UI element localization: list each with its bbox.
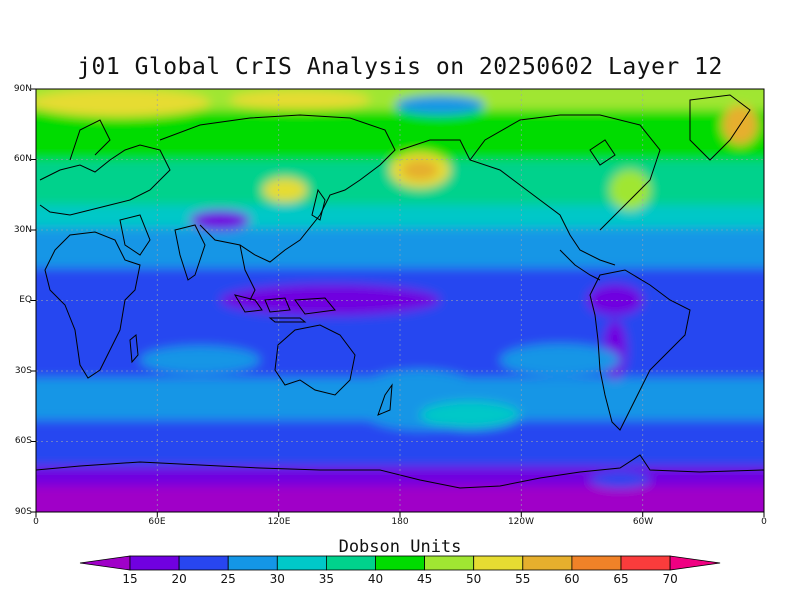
colorbar-level-label: 55	[515, 572, 531, 586]
colorbar-level-label: 50	[466, 572, 482, 586]
x-tick-label: 0	[761, 517, 767, 527]
colorbar-level-label: 25	[220, 572, 236, 586]
x-tick-label: 180	[391, 517, 409, 527]
colorbar-title: Dobson Units	[338, 537, 462, 557]
x-tick-label: 120E	[267, 517, 291, 527]
coastlines	[36, 94, 764, 489]
colorbar-level-label: 45	[416, 572, 433, 586]
graticule	[36, 89, 764, 512]
colorbar-level-label: 30	[269, 572, 285, 586]
y-tick-label: 60N	[13, 154, 32, 164]
colorbar-level-label: 20	[171, 572, 187, 586]
y-tick-label: 90N	[13, 84, 32, 94]
y-tick-label: EQ	[19, 295, 32, 305]
y-tick-label: 30S	[14, 366, 32, 376]
x-tick-label: 60E	[148, 517, 166, 527]
y-tick-label: 30N	[13, 225, 32, 235]
x-tick-label: 120W	[507, 517, 535, 527]
axis-ticks	[31, 88, 765, 517]
colorbar-level-label: 60	[564, 572, 580, 586]
y-tick-label: 90S	[14, 507, 32, 517]
colorbar-level-label: 35	[318, 572, 335, 586]
colorbar-level-label: 65	[613, 572, 629, 586]
x-tick-label: 0	[33, 517, 39, 527]
y-tick-label: 60S	[14, 436, 32, 446]
x-tick-label: 60W	[632, 517, 654, 527]
colorbar-level-label: 40	[367, 572, 384, 586]
colorbar-level-label: 15	[122, 572, 138, 586]
map-title: j01 Global CrIS Analysis on 20250602 Lay…	[77, 54, 723, 80]
colorbar-level-label: 70	[662, 572, 678, 586]
